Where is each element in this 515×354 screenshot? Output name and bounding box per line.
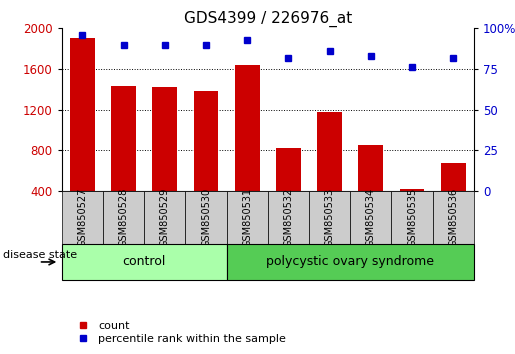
Text: GSM850530: GSM850530 — [201, 188, 211, 247]
Text: GSM850535: GSM850535 — [407, 188, 417, 247]
Bar — [152, 87, 177, 232]
Bar — [391, 191, 433, 244]
Bar — [103, 191, 144, 244]
Bar — [400, 189, 424, 232]
Bar — [276, 148, 301, 232]
Bar — [227, 191, 268, 244]
Bar — [433, 191, 474, 244]
Bar — [185, 191, 227, 244]
Bar — [268, 191, 309, 244]
Bar — [317, 112, 342, 232]
Bar — [62, 191, 103, 244]
Text: GSM850528: GSM850528 — [118, 188, 129, 247]
Bar — [309, 191, 350, 244]
Bar — [235, 65, 260, 232]
Legend: count, percentile rank within the sample: count, percentile rank within the sample — [67, 316, 291, 348]
Text: GSM850527: GSM850527 — [77, 188, 88, 247]
Bar — [358, 145, 383, 232]
Title: GDS4399 / 226976_at: GDS4399 / 226976_at — [184, 11, 352, 27]
Bar — [144, 191, 185, 244]
Text: control: control — [123, 256, 166, 268]
Bar — [70, 39, 95, 232]
Bar — [227, 244, 474, 280]
Bar — [62, 244, 227, 280]
Text: GSM850531: GSM850531 — [242, 188, 252, 247]
Text: GSM850532: GSM850532 — [283, 188, 294, 247]
Text: polycystic ovary syndrome: polycystic ovary syndrome — [266, 256, 434, 268]
Text: GSM850534: GSM850534 — [366, 188, 376, 247]
Text: GSM850536: GSM850536 — [448, 188, 458, 247]
Bar — [111, 86, 136, 232]
Text: GSM850529: GSM850529 — [160, 188, 170, 247]
Text: disease state: disease state — [3, 250, 77, 260]
Bar — [194, 91, 218, 232]
Bar — [350, 191, 391, 244]
Bar — [441, 163, 466, 232]
Text: GSM850533: GSM850533 — [324, 188, 335, 247]
